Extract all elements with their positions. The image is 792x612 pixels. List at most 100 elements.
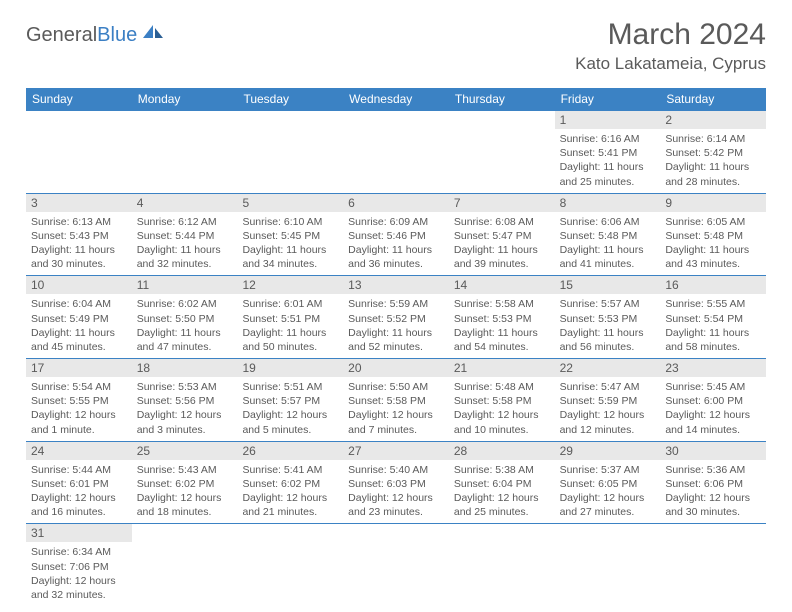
- title-block: March 2024 Kato Lakatameia, Cyprus: [575, 18, 766, 74]
- day-cell: Sunrise: 5:37 AMSunset: 6:05 PMDaylight:…: [555, 460, 661, 524]
- sunset-text: Sunset: 5:54 PM: [665, 312, 761, 326]
- sunset-text: Sunset: 6:05 PM: [560, 477, 656, 491]
- day-cell: Sunrise: 5:47 AMSunset: 5:59 PMDaylight:…: [555, 377, 661, 441]
- daynum-row: 17181920212223: [26, 359, 766, 377]
- daylight-text: Daylight: 12 hours: [31, 491, 127, 505]
- sunrise-text: Sunrise: 5:36 AM: [665, 463, 761, 477]
- sunrise-text: Sunrise: 5:59 AM: [348, 297, 444, 311]
- daylight-text-2: and 54 minutes.: [454, 340, 550, 354]
- day-cell: Sunrise: 5:44 AMSunset: 6:01 PMDaylight:…: [26, 460, 132, 524]
- daynum-cell: 23: [660, 359, 766, 377]
- daylight-text: Daylight: 11 hours: [665, 160, 761, 174]
- logo: General Blue: [26, 24, 164, 47]
- daynum-cell: [660, 524, 766, 542]
- sunrise-text: Sunrise: 5:51 AM: [242, 380, 338, 394]
- sunrise-text: Sunrise: 5:45 AM: [665, 380, 761, 394]
- daylight-text-2: and 58 minutes.: [665, 340, 761, 354]
- sunrise-text: Sunrise: 6:01 AM: [242, 297, 338, 311]
- daynum-cell: 17: [26, 359, 132, 377]
- sunset-text: Sunset: 5:55 PM: [31, 394, 127, 408]
- sunset-text: Sunset: 5:51 PM: [242, 312, 338, 326]
- daynum-cell: 24: [26, 442, 132, 460]
- sunrise-text: Sunrise: 5:55 AM: [665, 297, 761, 311]
- daynum-cell: 2: [660, 111, 766, 129]
- daylight-text-2: and 45 minutes.: [31, 340, 127, 354]
- daylight-text-2: and 36 minutes.: [348, 257, 444, 271]
- daynum-cell: 16: [660, 276, 766, 294]
- day-cell: Sunrise: 5:57 AMSunset: 5:53 PMDaylight:…: [555, 294, 661, 358]
- sunset-text: Sunset: 5:43 PM: [31, 229, 127, 243]
- week-row: Sunrise: 6:16 AMSunset: 5:41 PMDaylight:…: [26, 129, 766, 194]
- day-cell: [237, 129, 343, 193]
- sunset-text: Sunset: 5:50 PM: [137, 312, 233, 326]
- day-cell: Sunrise: 5:40 AMSunset: 6:03 PMDaylight:…: [343, 460, 449, 524]
- daylight-text: Daylight: 12 hours: [560, 491, 656, 505]
- daylight-text: Daylight: 12 hours: [348, 491, 444, 505]
- daylight-text-2: and 52 minutes.: [348, 340, 444, 354]
- daynum-cell: 28: [449, 442, 555, 460]
- daynum-cell: [449, 111, 555, 129]
- sunrise-text: Sunrise: 5:54 AM: [31, 380, 127, 394]
- sunset-text: Sunset: 5:45 PM: [242, 229, 338, 243]
- sunset-text: Sunset: 5:58 PM: [348, 394, 444, 408]
- sunset-text: Sunset: 7:06 PM: [31, 560, 127, 574]
- day-cell: Sunrise: 6:12 AMSunset: 5:44 PMDaylight:…: [132, 212, 238, 276]
- daylight-text-2: and 10 minutes.: [454, 423, 550, 437]
- daylight-text-2: and 16 minutes.: [31, 505, 127, 519]
- day-header-cell: Sunday: [26, 88, 132, 111]
- daylight-text: Daylight: 12 hours: [348, 408, 444, 422]
- sunset-text: Sunset: 5:48 PM: [665, 229, 761, 243]
- sunset-text: Sunset: 5:58 PM: [454, 394, 550, 408]
- daylight-text-2: and 12 minutes.: [560, 423, 656, 437]
- sunrise-text: Sunrise: 5:57 AM: [560, 297, 656, 311]
- day-header-cell: Thursday: [449, 88, 555, 111]
- sunset-text: Sunset: 6:04 PM: [454, 477, 550, 491]
- daynum-cell: 3: [26, 194, 132, 212]
- daynum-cell: [343, 111, 449, 129]
- day-cell: Sunrise: 5:55 AMSunset: 5:54 PMDaylight:…: [660, 294, 766, 358]
- sunrise-text: Sunrise: 6:04 AM: [31, 297, 127, 311]
- sunrise-text: Sunrise: 5:38 AM: [454, 463, 550, 477]
- day-cell: [555, 542, 661, 606]
- day-cell: Sunrise: 5:50 AMSunset: 5:58 PMDaylight:…: [343, 377, 449, 441]
- sunset-text: Sunset: 5:42 PM: [665, 146, 761, 160]
- daynum-cell: 12: [237, 276, 343, 294]
- sunrise-text: Sunrise: 5:43 AM: [137, 463, 233, 477]
- daynum-cell: 15: [555, 276, 661, 294]
- sunrise-text: Sunrise: 5:37 AM: [560, 463, 656, 477]
- daynum-cell: [555, 524, 661, 542]
- day-cell: Sunrise: 5:58 AMSunset: 5:53 PMDaylight:…: [449, 294, 555, 358]
- day-cell: Sunrise: 5:43 AMSunset: 6:02 PMDaylight:…: [132, 460, 238, 524]
- daylight-text-2: and 23 minutes.: [348, 505, 444, 519]
- daylight-text: Daylight: 11 hours: [454, 243, 550, 257]
- day-cell: Sunrise: 5:54 AMSunset: 5:55 PMDaylight:…: [26, 377, 132, 441]
- daynum-row: 10111213141516: [26, 276, 766, 294]
- daylight-text: Daylight: 11 hours: [454, 326, 550, 340]
- daynum-cell: 25: [132, 442, 238, 460]
- day-cell: Sunrise: 6:06 AMSunset: 5:48 PMDaylight:…: [555, 212, 661, 276]
- daynum-cell: 1: [555, 111, 661, 129]
- daynum-cell: [132, 524, 238, 542]
- daynum-cell: 14: [449, 276, 555, 294]
- sunrise-text: Sunrise: 6:13 AM: [31, 215, 127, 229]
- sunset-text: Sunset: 6:03 PM: [348, 477, 444, 491]
- daynum-cell: 21: [449, 359, 555, 377]
- daynum-cell: 7: [449, 194, 555, 212]
- day-cell: [449, 129, 555, 193]
- day-cell: Sunrise: 5:36 AMSunset: 6:06 PMDaylight:…: [660, 460, 766, 524]
- daylight-text: Daylight: 11 hours: [560, 326, 656, 340]
- day-cell: Sunrise: 6:01 AMSunset: 5:51 PMDaylight:…: [237, 294, 343, 358]
- day-cell: Sunrise: 6:14 AMSunset: 5:42 PMDaylight:…: [660, 129, 766, 193]
- sunrise-text: Sunrise: 5:50 AM: [348, 380, 444, 394]
- daylight-text: Daylight: 12 hours: [665, 408, 761, 422]
- daylight-text: Daylight: 12 hours: [137, 491, 233, 505]
- daylight-text: Daylight: 11 hours: [560, 243, 656, 257]
- daylight-text: Daylight: 11 hours: [560, 160, 656, 174]
- day-cell: [343, 542, 449, 606]
- daylight-text-2: and 28 minutes.: [665, 175, 761, 189]
- daynum-cell: 18: [132, 359, 238, 377]
- daynum-row: 12: [26, 111, 766, 129]
- day-header-cell: Tuesday: [237, 88, 343, 111]
- sunrise-text: Sunrise: 5:53 AM: [137, 380, 233, 394]
- daynum-cell: 27: [343, 442, 449, 460]
